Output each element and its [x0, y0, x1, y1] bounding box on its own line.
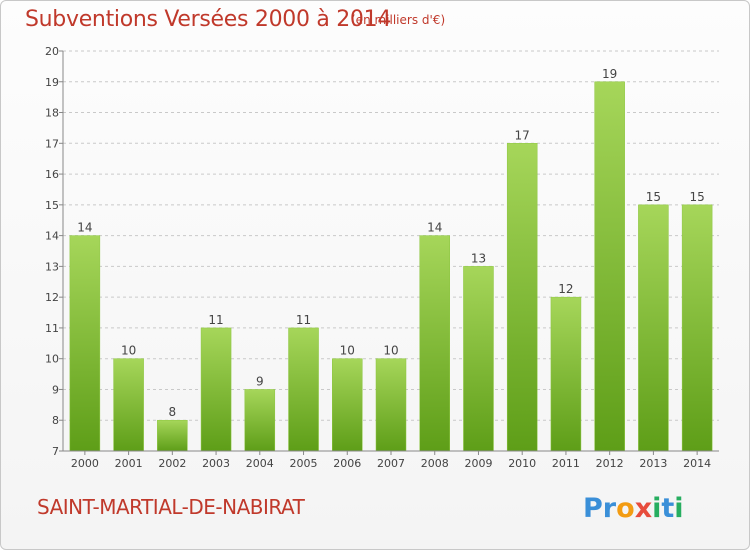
- x-tick-label: 2005: [290, 457, 318, 470]
- bar: [419, 235, 450, 452]
- y-tick-label: 16: [45, 168, 59, 181]
- bar: [157, 419, 188, 452]
- bar-value-label: 10: [121, 344, 136, 358]
- y-tick-label: 7: [52, 445, 59, 458]
- x-tick-label: 2002: [158, 457, 186, 470]
- chart-unit-label: (en milliers d'€): [351, 13, 446, 27]
- bar-value-label: 8: [169, 405, 177, 419]
- bar: [244, 389, 276, 452]
- bar-value-label: 14: [427, 221, 442, 235]
- x-tick-label: 2003: [202, 457, 230, 470]
- bar: [463, 266, 494, 452]
- bar-value-label: 13: [471, 251, 486, 265]
- x-tick-label: 2011: [552, 457, 580, 470]
- y-tick-label: 12: [45, 291, 59, 304]
- bar-value-label: 11: [208, 313, 223, 327]
- bar-value-label: 14: [77, 221, 92, 235]
- x-tick-label: 2007: [377, 457, 405, 470]
- bar-value-label: 15: [689, 190, 704, 204]
- bar-value-label: 12: [558, 282, 573, 296]
- x-tick-label: 2006: [333, 457, 361, 470]
- y-tick-label: 9: [52, 383, 59, 396]
- bar: [638, 204, 669, 452]
- bar-value-label: 17: [515, 128, 530, 142]
- bar: [288, 327, 319, 452]
- x-tick-label: 2001: [115, 457, 143, 470]
- x-tick-label: 2004: [246, 457, 274, 470]
- bar-value-label: 15: [646, 190, 661, 204]
- bar: [550, 296, 582, 452]
- proxiti-logo[interactable]: Proxiti: [581, 489, 711, 525]
- y-tick-label: 19: [45, 76, 59, 89]
- bar: [506, 143, 538, 452]
- y-tick-label: 17: [45, 137, 59, 150]
- bar: [113, 358, 144, 452]
- bar: [69, 235, 101, 452]
- bar-value-label: 19: [602, 67, 617, 81]
- x-tick-label: 2010: [508, 457, 536, 470]
- bar-value-label: 10: [340, 344, 355, 358]
- y-tick-label: 20: [45, 45, 59, 58]
- bars: 14 10 8 11 9 11 10 10 14 13 17 12 19 15 15: [69, 67, 713, 452]
- commune-name: SAINT-MARTIAL-DE-NABIRAT: [37, 495, 305, 519]
- bar-value-label: 11: [296, 313, 311, 327]
- y-tick-label: 10: [45, 353, 59, 366]
- bar-value-label: 9: [256, 374, 264, 388]
- bar-value-label: 10: [383, 344, 398, 358]
- x-tick-label: 2014: [683, 457, 711, 470]
- y-tick-label: 13: [45, 260, 59, 273]
- y-tick-label: 15: [45, 199, 59, 212]
- bar: [681, 204, 713, 452]
- y-tick-label: 11: [45, 322, 59, 335]
- bar: [200, 327, 232, 452]
- y-tick-label: 8: [52, 414, 59, 427]
- chart-title: Subventions Versées 2000 à 2014: [25, 7, 392, 32]
- bar: [375, 358, 407, 452]
- x-tick-label: 2012: [596, 457, 624, 470]
- x-tick-label: 2013: [639, 457, 667, 470]
- svg-text:Proxiti: Proxiti: [583, 493, 684, 524]
- y-tick-label: 18: [45, 107, 59, 120]
- bar: [594, 81, 625, 452]
- axes: 7 8 9 10 11 12 13 14 15 16 17 18 19 20 2000 2001 2002 200…: [45, 45, 719, 470]
- bar: [332, 358, 363, 452]
- x-tick-label: 2009: [464, 457, 492, 470]
- y-tick-label: 14: [45, 230, 59, 243]
- x-tick-label: 2000: [71, 457, 99, 470]
- x-tick-label: 2008: [421, 457, 449, 470]
